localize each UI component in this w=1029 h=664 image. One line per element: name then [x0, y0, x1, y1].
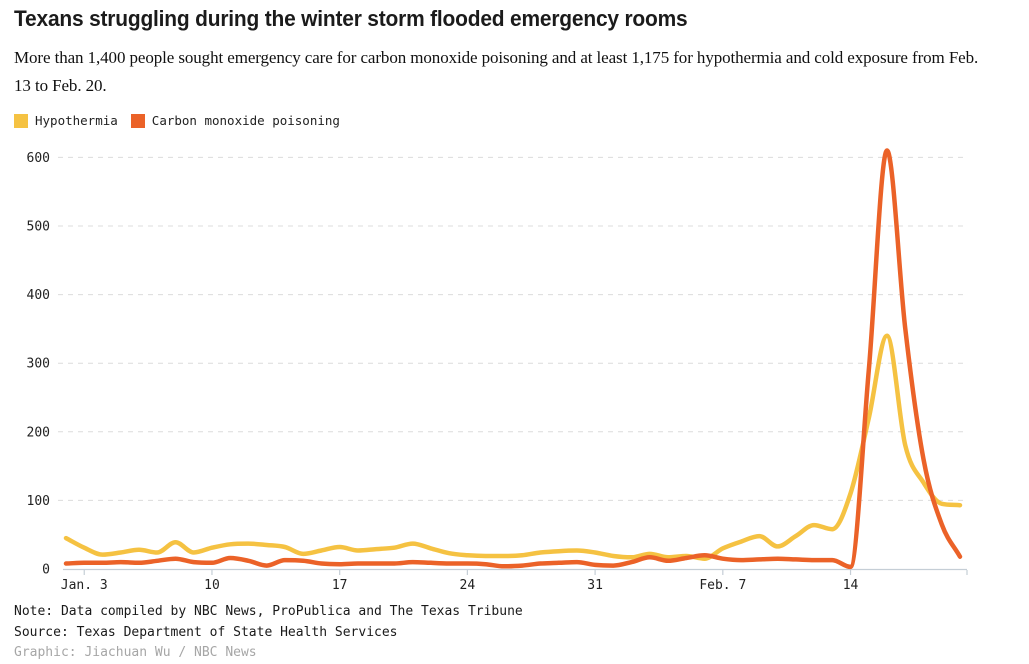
- chart-note: Note: Data compiled by NBC News, ProPubl…: [14, 604, 523, 619]
- x-axis-tick-label: 10: [204, 578, 220, 593]
- legend-item-carbon-monoxide: Carbon monoxide poisoning: [130, 113, 340, 128]
- x-axis-tick-label: Feb. 7: [699, 578, 746, 593]
- chart-credit: Graphic: Jiachuan Wu / NBC News: [14, 645, 257, 660]
- y-axis-tick-label: 600: [27, 151, 50, 166]
- chart-subtitle: More than 1,400 people sought emergency …: [14, 48, 979, 95]
- chart-source: Source: Texas Department of State Health…: [14, 624, 398, 640]
- x-axis-tick-label: 24: [460, 578, 476, 593]
- legend-label-hypothermia: Hypothermia: [35, 113, 118, 128]
- carbon-monoxide-line: [63, 148, 963, 570]
- x-axis-tick-label: 31: [587, 578, 603, 593]
- x-axis-tick-label: 14: [843, 578, 859, 593]
- y-axis-tick-label: 200: [27, 425, 50, 440]
- legend-label-carbon-monoxide: Carbon monoxide poisoning: [151, 113, 340, 128]
- chart-legend: Hypothermia Carbon monoxide poisoning: [14, 113, 340, 128]
- carbon-monoxide-swatch: [130, 113, 145, 128]
- y-axis-tick-label: 300: [27, 357, 50, 372]
- y-axis-tick-label: 400: [27, 288, 50, 303]
- hypothermia-swatch: [14, 113, 28, 128]
- y-axis-tick-label: 500: [27, 220, 50, 235]
- hypothermia-line: [63, 333, 963, 561]
- x-axis-tick-label: Jan. 3: [61, 578, 108, 593]
- legend-item-hypothermia: Hypothermia: [14, 113, 118, 128]
- page-title: Texans struggling during the winter stor…: [14, 6, 688, 31]
- chart-footer: Note: Data compiled by NBC News, ProPubl…: [14, 602, 523, 664]
- x-axis-tick-label: 17: [332, 578, 348, 593]
- y-axis-tick-label: 100: [27, 494, 50, 509]
- y-axis-tick-label: 0: [42, 563, 50, 578]
